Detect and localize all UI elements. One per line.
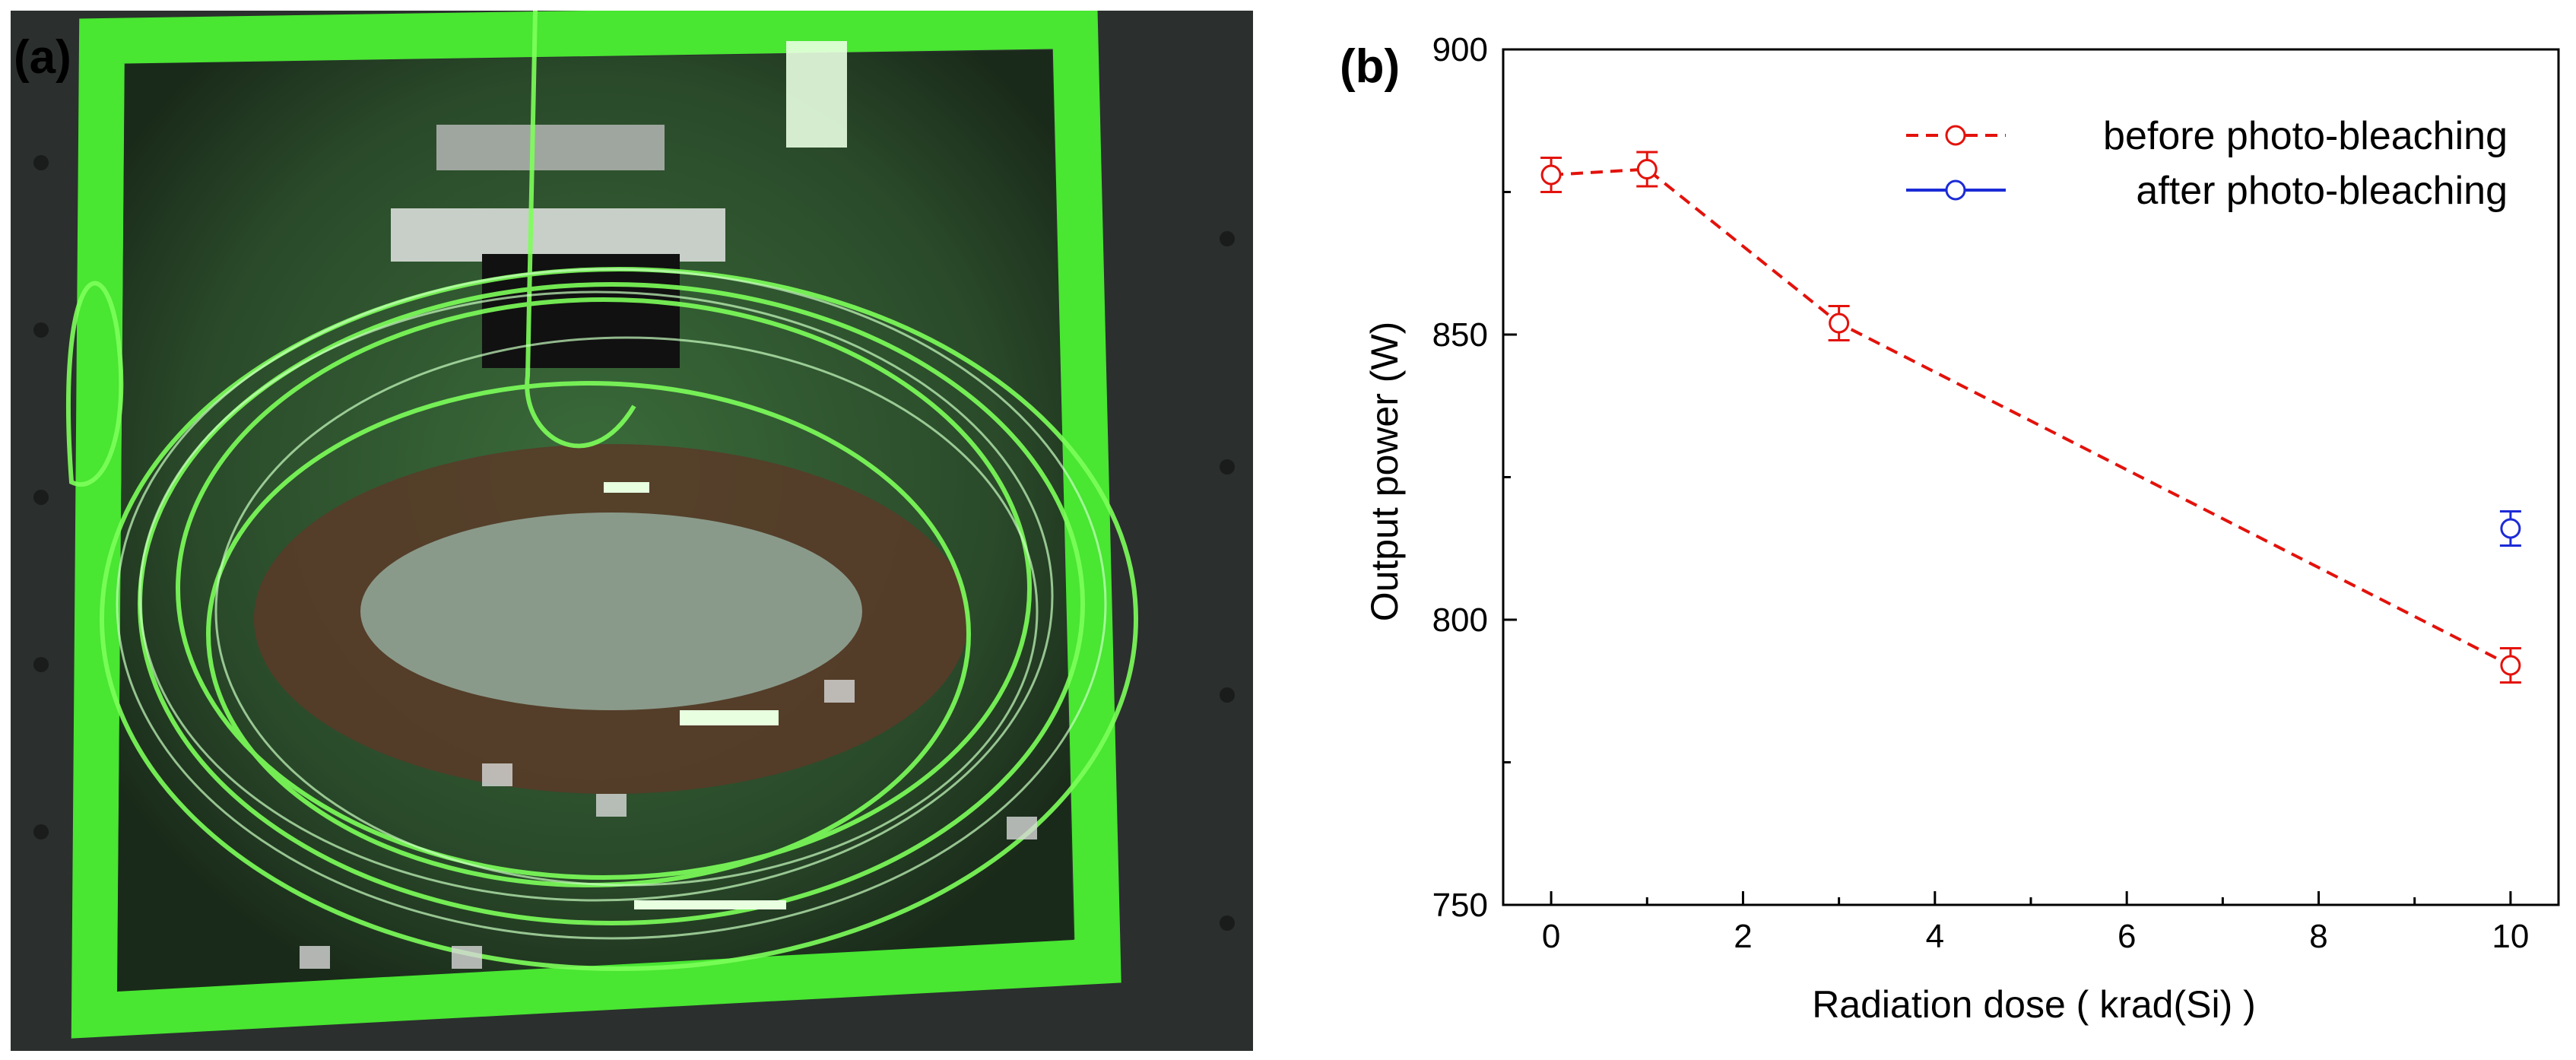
x-tick-label: 2 [1734,918,1752,955]
x-tick-label: 10 [2492,918,2529,955]
y-axis-label: Output power (W) [1363,322,1406,622]
series-1 [2499,510,2521,547]
series-line [1550,167,2511,667]
x-tick-label: 8 [2309,918,2327,955]
y-tick-label: 900 [1432,31,1488,68]
legend-marker-after [1945,179,1966,201]
x-axis-label: Radiation dose ( krad(Si) ) [1812,983,2256,1026]
legend-label-before: before photo-bleaching [2103,114,2508,158]
x-tick-label: 0 [1542,918,1560,955]
legend-label-after: after photo-bleaching [2136,169,2508,213]
y-tick-label: 800 [1432,601,1488,639]
series-layer [1540,151,2521,684]
y-tick-label: 750 [1432,887,1488,924]
data-point [2500,655,2521,676]
legend-marker-before [1945,125,1966,146]
x-tick-label: 6 [2118,918,2136,955]
data-point [2500,518,2521,539]
y-tick-label: 850 [1432,316,1488,354]
data-point [1540,164,1562,186]
x-axis-ticks: 0 2 4 6 8 10 [1542,891,2529,955]
series-0 [1540,151,2521,684]
data-point [1636,159,1658,179]
y-axis-ticks: 750 800 850 900 [1432,31,1517,924]
legend: before photo-bleaching after photo-bleac… [1906,114,2508,213]
output-power-chart: 0 2 4 6 8 10 750 800 850 900 Radiation dose ( kr… [1363,31,2560,1026]
x-tick-label: 4 [1926,918,1944,955]
data-point [1829,313,1850,334]
panel-b-label: (b) [1340,40,1401,93]
fiber-laser-photo [11,11,1253,1051]
panel-a-label: (a) [14,31,71,84]
